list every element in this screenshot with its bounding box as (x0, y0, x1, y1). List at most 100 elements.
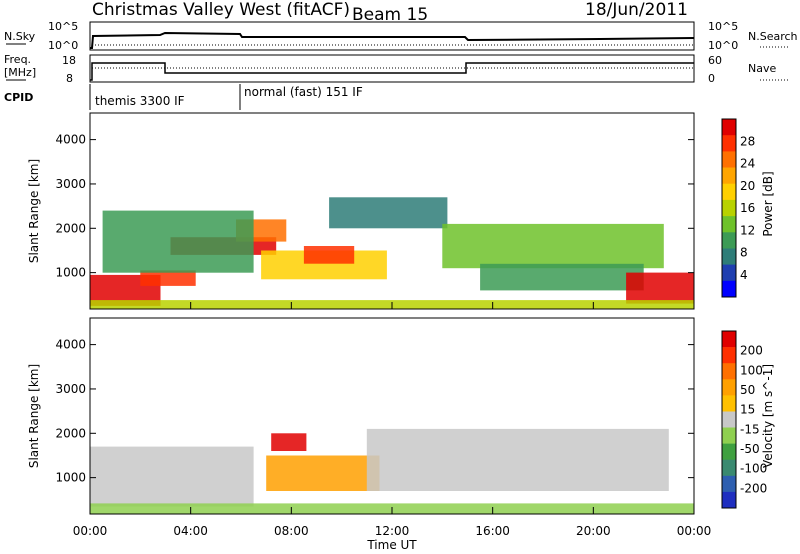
velocity-ylabel: Slant Range [km] (27, 364, 41, 468)
nave-tick-high: 60 (708, 54, 722, 67)
power-colorbar-swatch-2 (722, 135, 736, 152)
velocity-colorbar-swatch-4 (722, 379, 736, 396)
power-ytick-label-2: 2000 (55, 221, 86, 235)
velocity-region-3 (271, 433, 307, 451)
velocity-colorbar-swatch-6 (722, 411, 736, 428)
cpid-segment-2: normal (fast) 151 IF (244, 85, 363, 99)
power-colorbar-tick-1: 28 (740, 134, 755, 148)
nsky-panel (89, 21, 695, 51)
nsky-label: N.Sky (4, 30, 36, 43)
power-region-6 (303, 246, 355, 264)
freq-trace (90, 62, 694, 81)
x-tick-label-7: 00:00 (677, 524, 712, 538)
power-colorbar-swatch-1 (722, 119, 736, 136)
power-ytick-label-4: 4000 (55, 133, 86, 147)
velocity-colorbar-tick-7: -100 (740, 462, 767, 476)
power-colorbar-swatch-10 (722, 264, 736, 282)
velocity-colorbar-tick-1: 200 (740, 344, 763, 358)
velocity-region-2 (266, 455, 380, 491)
x-axis-label: Time UT (366, 538, 417, 552)
velocity-region-1 (90, 446, 254, 507)
power-colorbar: 28 24 20 16 12 8 4 (721, 118, 755, 298)
velocity-ytick-label-2: 2000 (55, 426, 86, 440)
velocity-colorbar-swatch-8 (722, 443, 736, 460)
x-tick-label-4: 12:00 (375, 524, 410, 538)
power-region-10 (480, 263, 644, 291)
velocity-colorbar: 200 100 50 15 -15 -50 -100 -200 (721, 330, 767, 509)
power-colorbar-label: Power [dB] (761, 171, 775, 236)
velocity-region-4 (366, 428, 669, 491)
velocity-colorbar-tick-5: -15 (740, 422, 760, 436)
velocity-colorbar-tick-4: 15 (740, 403, 755, 417)
velocity-colorbar-tick-2: 100 (740, 363, 763, 377)
power-colorbar-swatch-8 (722, 232, 736, 249)
power-ylabel: Slant Range [km] (27, 159, 41, 263)
velocity-yticks: 1000 2000 3000 4000 (55, 338, 694, 485)
power-region-9 (442, 223, 664, 269)
power-colorbar-swatch-3 (722, 151, 736, 168)
power-colorbar-swatch-9 (722, 248, 736, 265)
velocity-ytick-label-4: 4000 (55, 338, 86, 352)
velocity-colorbar-swatch-9 (722, 459, 736, 477)
x-tick-label-3: 08:00 (274, 524, 309, 538)
nsearch-label: N.Search (748, 30, 798, 43)
freq-panel (89, 54, 695, 83)
velocity-colorbar-tick-8: -200 (740, 481, 767, 495)
power-region-11 (626, 272, 694, 304)
power-colorbar-swatch-5 (722, 183, 736, 201)
x-tick-label-5: 16:00 (475, 524, 510, 538)
power-colorbar-tick-6: 8 (740, 246, 748, 260)
power-colorbar-swatch-6 (722, 199, 736, 217)
power-colorbar-tick-2: 24 (740, 157, 755, 171)
power-colorbar-frame (721, 118, 737, 298)
cpid-label: CPID (4, 91, 33, 104)
velocity-colorbar-swatch-7 (722, 427, 736, 444)
velocity-colorbar-swatch-3 (722, 363, 736, 380)
velocity-colorbar-tick-3: 50 (740, 383, 755, 397)
nsky-tick-low: 10^0 (48, 39, 78, 52)
power-ytick-label-1: 1000 (55, 266, 86, 280)
x-axis: 00:00 04:00 08:00 12:00 16:00 20:00 00:00 (73, 302, 712, 538)
freq-tick-high: 18 (62, 54, 76, 67)
power-colorbar-tick-5: 12 (740, 223, 755, 237)
velocity-colorbar-swatch-1 (722, 331, 736, 348)
velocity-ytick-label-1: 1000 (55, 471, 86, 485)
power-yticks: 1000 2000 3000 4000 (55, 133, 694, 280)
velocity-colorbar-frame (721, 330, 737, 509)
nsky-trace (90, 31, 695, 49)
velocity-colorbar-swatch-11 (722, 491, 736, 509)
freq-unit: [MHz] (4, 66, 36, 79)
velocity-colorbar-swatch-2 (722, 347, 736, 364)
date-label: 18/Jun/2011 (585, 0, 688, 20)
velocity-colorbar-swatch-10 (722, 475, 736, 493)
nsearch-tick-high: 10^5 (708, 20, 738, 33)
nsky-tick-high: 10^5 (48, 20, 78, 33)
nsearch-tick-low: 10^0 (708, 39, 738, 52)
velocity-heatmap (90, 428, 694, 514)
power-colorbar-tick-4: 16 (740, 201, 755, 215)
power-ytick-label-3: 3000 (55, 177, 86, 191)
x-tick-label-2: 04:00 (173, 524, 208, 538)
power-colorbar-swatch-11 (722, 280, 736, 298)
velocity-colorbar-tick-6: -50 (740, 442, 760, 456)
beam-label: Beam 15 (352, 5, 428, 25)
nave-label: Nave (748, 62, 776, 75)
power-region-7 (102, 210, 254, 273)
power-region-8 (329, 197, 448, 229)
velocity-colorbar-label: Velocity [m s^-1] (761, 364, 775, 468)
power-region-2 (140, 270, 196, 286)
freq-tick-low: 8 (66, 72, 73, 85)
power-heatmap (90, 197, 694, 309)
freq-label: Freq. (4, 53, 31, 66)
power-colorbar-tick-7: 4 (740, 268, 748, 282)
x-tick-label-1: 00:00 (73, 524, 108, 538)
cpid-segment-1: themis 3300 IF (95, 94, 185, 108)
nave-tick-low: 0 (708, 72, 715, 85)
x-tick-label-6: 20:00 (576, 524, 611, 538)
velocity-ytick-label-3: 3000 (55, 382, 86, 396)
power-colorbar-tick-3: 20 (740, 179, 755, 193)
chart-title: Christmas Valley West (fitACF) (92, 0, 350, 20)
power-colorbar-swatch-7 (722, 216, 736, 233)
velocity-colorbar-swatch-5 (722, 395, 736, 412)
